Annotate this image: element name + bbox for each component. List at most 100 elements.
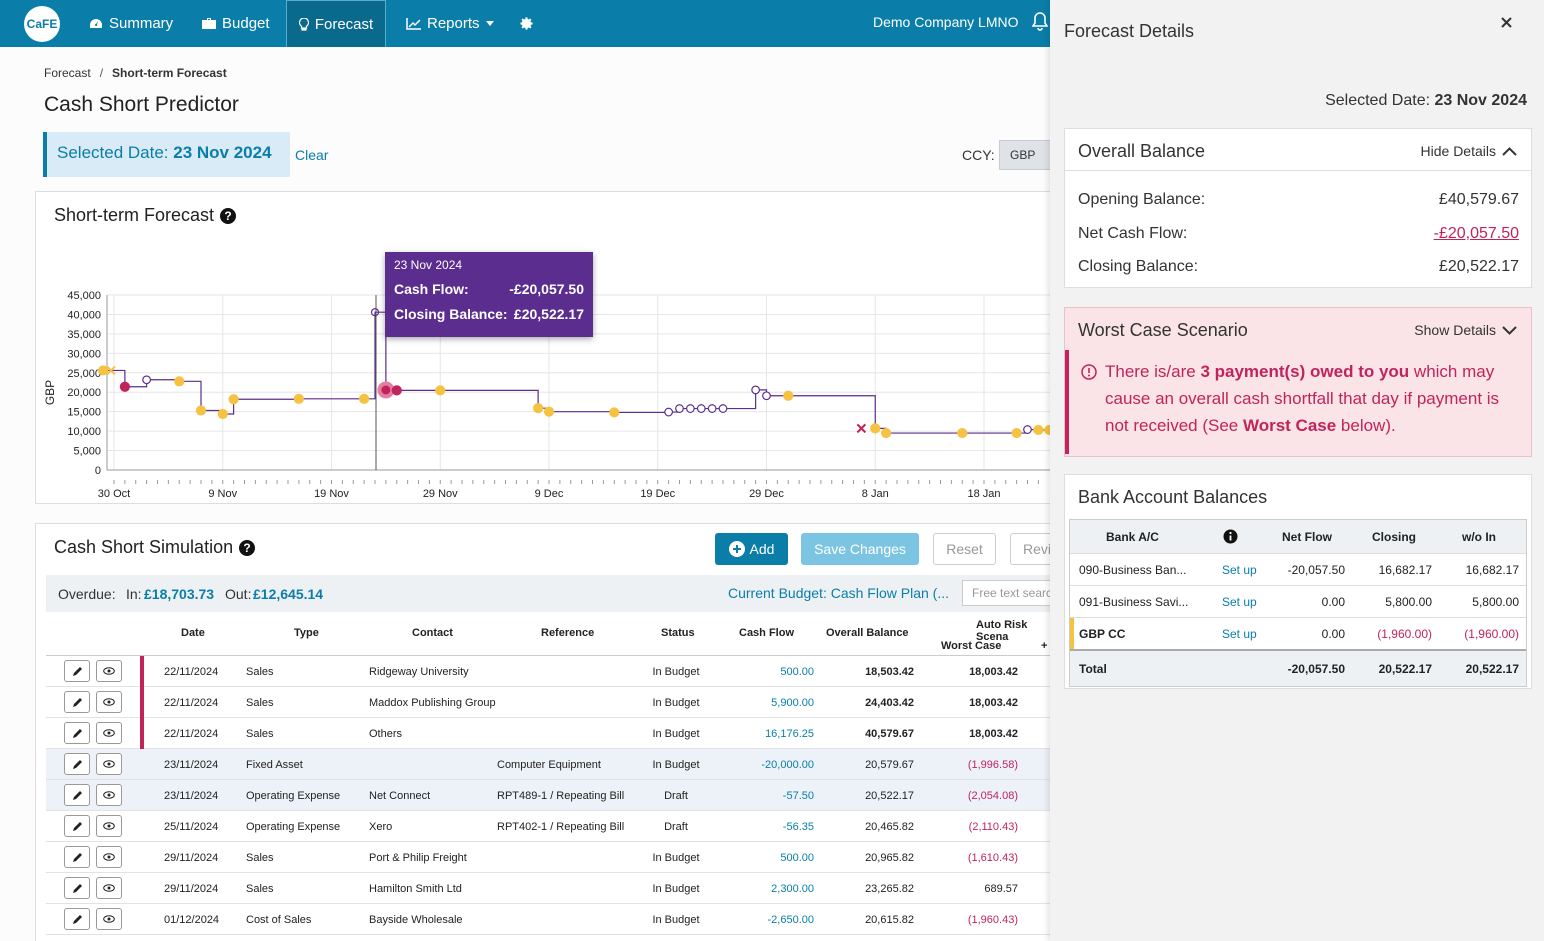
edit-button[interactable]: [64, 660, 90, 682]
toggle-visibility-button[interactable]: [96, 877, 122, 899]
row-contact: Others: [369, 728, 403, 740]
row-type: Cost of Sales: [246, 914, 312, 926]
edit-button[interactable]: [64, 722, 90, 744]
data-point: [1044, 424, 1050, 436]
toggle-visibility-button[interactable]: [96, 846, 122, 868]
bank-account-balances-card: Bank Account Balances Bank A/C Net Flow …: [1064, 474, 1532, 689]
nav-budget[interactable]: Budget: [202, 0, 270, 47]
bank-account-name: GBP CC: [1079, 627, 1126, 641]
col-worst-case[interactable]: Worst Case: [941, 640, 1002, 652]
bank-woin: (1,960.00): [1464, 627, 1519, 641]
edit-button[interactable]: [64, 691, 90, 713]
cafe-logo[interactable]: CaFE: [24, 6, 60, 42]
row-status: In Budget: [652, 914, 700, 926]
bank-net-flow: 0.00: [1321, 627, 1345, 641]
edit-button[interactable]: [64, 815, 90, 837]
toggle-visibility-button[interactable]: [96, 753, 122, 775]
col-date[interactable]: Date: [181, 627, 205, 639]
close-button[interactable]: [1501, 12, 1512, 33]
row-overall-balance: 20,465.82: [865, 821, 914, 833]
table-row[interactable]: 01/12/2024 Cost of Sales Bayside Wholesa…: [46, 904, 1056, 935]
toggle-visibility-button[interactable]: [96, 908, 122, 930]
show-details-toggle[interactable]: Show Details: [1414, 322, 1517, 338]
row-worst-case: (1,960.43): [967, 914, 1018, 926]
nav-summary[interactable]: Summary: [89, 0, 173, 47]
bank-account-name: 090-Business Ban...: [1079, 563, 1187, 577]
row-worst-case: (2,054.08): [967, 790, 1018, 802]
bank-col-account: Bank A/C: [1106, 530, 1159, 544]
save-changes-button[interactable]: Save Changes: [801, 533, 919, 565]
net-cash-flow-link[interactable]: -£20,057.50: [1433, 225, 1519, 242]
table-row[interactable]: 22/11/2024 Sales Ridgeway University In …: [46, 656, 1056, 687]
y-tick-label: 5,000: [73, 446, 101, 458]
col-contact[interactable]: Contact: [412, 627, 453, 639]
panel-title: Forecast Details: [1064, 21, 1195, 41]
company-name[interactable]: Demo Company LMNO: [873, 14, 1019, 30]
data-point: [675, 404, 684, 413]
current-budget-link[interactable]: Current Budget: Cash Flow Plan (...: [728, 585, 949, 601]
ccy-select[interactable]: GBP: [999, 140, 1059, 170]
hide-details-toggle[interactable]: Hide Details: [1421, 143, 1517, 159]
edit-button[interactable]: [64, 784, 90, 806]
row-worst-case: 18,003.42: [969, 728, 1018, 740]
toggle-visibility-button[interactable]: [96, 691, 122, 713]
simulation-title-text: Cash Short Simulation: [54, 537, 234, 557]
help-icon[interactable]: ?: [239, 539, 256, 556]
edit-button[interactable]: [64, 908, 90, 930]
nav-reports[interactable]: Reports: [406, 0, 494, 47]
settings-button[interactable]: [519, 0, 534, 47]
toggle-visibility-button[interactable]: [96, 784, 122, 806]
alert-text-3: below).: [1336, 416, 1396, 435]
col-status[interactable]: Status: [661, 627, 695, 639]
row-date: 23/11/2024: [164, 790, 219, 802]
help-icon[interactable]: ?: [220, 207, 237, 224]
bell-icon[interactable]: [1032, 12, 1048, 32]
data-point: [696, 404, 706, 413]
tooltip-closing-label: Closing Balance:: [394, 306, 508, 322]
row-contact: Net Connect: [369, 790, 431, 802]
row-date: 22/11/2024: [164, 666, 219, 678]
nav-forecast[interactable]: Forecast: [286, 0, 386, 47]
data-point: [707, 404, 717, 413]
x-tick-label: 19 Nov: [314, 488, 349, 500]
row-overall-balance: 24,403.42: [865, 697, 914, 709]
forecast-chart[interactable]: 45,000 40,000 35,000 30,000 25,000 20,000 15,0…: [36, 192, 1050, 504]
col-reference[interactable]: Reference: [541, 627, 595, 639]
toggle-visibility-button[interactable]: [96, 815, 122, 837]
col-type[interactable]: Type: [294, 627, 319, 639]
selected-date-banner: Selected Date: 23 Nov 2024: [43, 132, 290, 177]
row-contact: Xero: [369, 821, 393, 833]
edit-button[interactable]: [64, 877, 90, 899]
clear-date-link[interactable]: Clear: [295, 147, 329, 163]
table-row[interactable]: 22/11/2024 Sales Others In Budget 16,176…: [46, 718, 1056, 749]
edit-button[interactable]: [64, 846, 90, 868]
chart-tooltip: 23 Nov 2024 Cash Flow: -£20,057.50 Closin…: [385, 252, 593, 337]
free-text-search-input[interactable]: Free text search: [962, 580, 1062, 606]
worst-case-card: Worst Case Scenario Show Details There i…: [1064, 307, 1532, 457]
alert-payments-count: 3 payment(s) owed to you: [1200, 362, 1410, 381]
table-row[interactable]: 29/11/2024 Sales Hamilton Smith Ltd In B…: [46, 873, 1056, 904]
setup-link[interactable]: Set up: [1222, 627, 1257, 641]
add-button[interactable]: Add: [715, 533, 788, 565]
table-row[interactable]: 23/11/2024 Fixed Asset Computer Equipmen…: [46, 749, 1056, 780]
table-row[interactable]: 29/11/2024 Sales Port & Philip Freight I…: [46, 842, 1056, 873]
table-row[interactable]: 23/11/2024 Operating Expense Net Connect…: [46, 780, 1056, 811]
tooltip-cash-flow-label: Cash Flow:: [394, 281, 469, 297]
setup-link[interactable]: Set up: [1222, 595, 1257, 609]
reset-button[interactable]: Reset: [933, 533, 996, 565]
col-overall-balance[interactable]: Overall Balance: [826, 627, 909, 639]
edit-button[interactable]: [64, 753, 90, 775]
short-term-forecast-card: Short-term Forecast? 45,000 40,000 35,000 3…: [35, 191, 1065, 504]
row-reference: RPT489-1 / Repeating Bill: [497, 790, 625, 802]
info-icon[interactable]: [1223, 529, 1238, 544]
col-cash-flow[interactable]: Cash Flow: [739, 627, 795, 639]
row-contact: Maddox Publishing Group: [369, 697, 496, 709]
setup-link[interactable]: Set up: [1222, 563, 1257, 577]
table-row[interactable]: 22/11/2024 Sales Maddox Publishing Group…: [46, 687, 1056, 718]
eye-icon: [103, 853, 115, 861]
toggle-visibility-button[interactable]: [96, 660, 122, 682]
scenario-marker: [856, 423, 867, 434]
table-row[interactable]: 25/11/2024 Operating Expense Xero RPT402…: [46, 811, 1056, 842]
toggle-visibility-button[interactable]: [96, 722, 122, 744]
breadcrumb-forecast[interactable]: Forecast: [44, 66, 91, 80]
